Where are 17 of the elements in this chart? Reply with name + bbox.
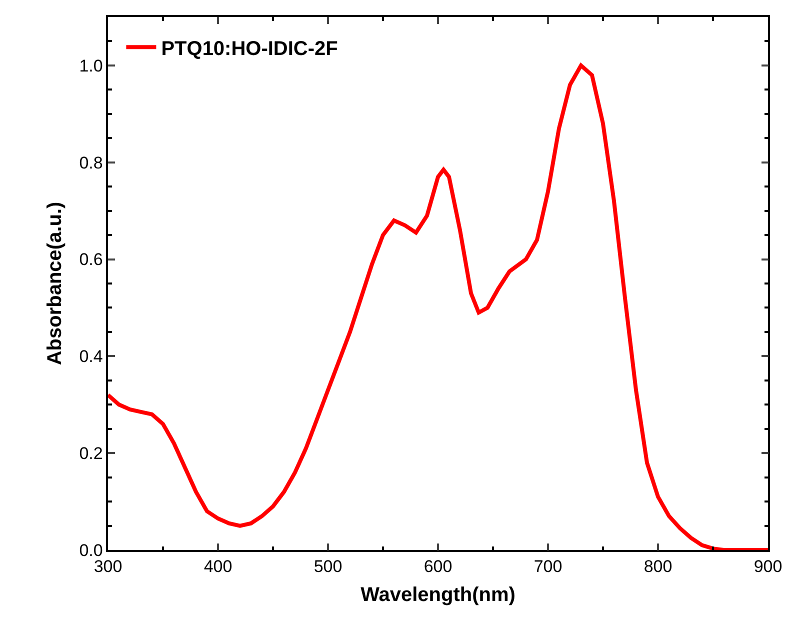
x-tick-label: 600 xyxy=(424,557,452,576)
y-tick-label: 0.0 xyxy=(79,540,103,560)
x-tick-label: 500 xyxy=(314,557,342,576)
y-tick-label: 0.4 xyxy=(79,347,103,366)
y-tick-label: 0.8 xyxy=(79,153,103,172)
y-axis-title: Absorbance(a.u.) xyxy=(44,202,66,366)
x-tick-label: 700 xyxy=(534,557,562,576)
x-tick-label: 800 xyxy=(644,557,672,576)
x-tick-label: 900 xyxy=(754,557,782,576)
y-tick-label: 0.6 xyxy=(79,250,103,270)
x-tick-label: 400 xyxy=(204,557,232,576)
x-axis-title: Wavelength(nm) xyxy=(360,584,516,606)
legend-label: PTQ10:HO-IDIC-2F xyxy=(161,38,338,60)
x-tick-label: 300 xyxy=(94,557,122,576)
y-tick-label: 1.0 xyxy=(79,56,103,76)
line-series xyxy=(108,63,768,550)
y-tick-label: 0.2 xyxy=(79,444,103,464)
